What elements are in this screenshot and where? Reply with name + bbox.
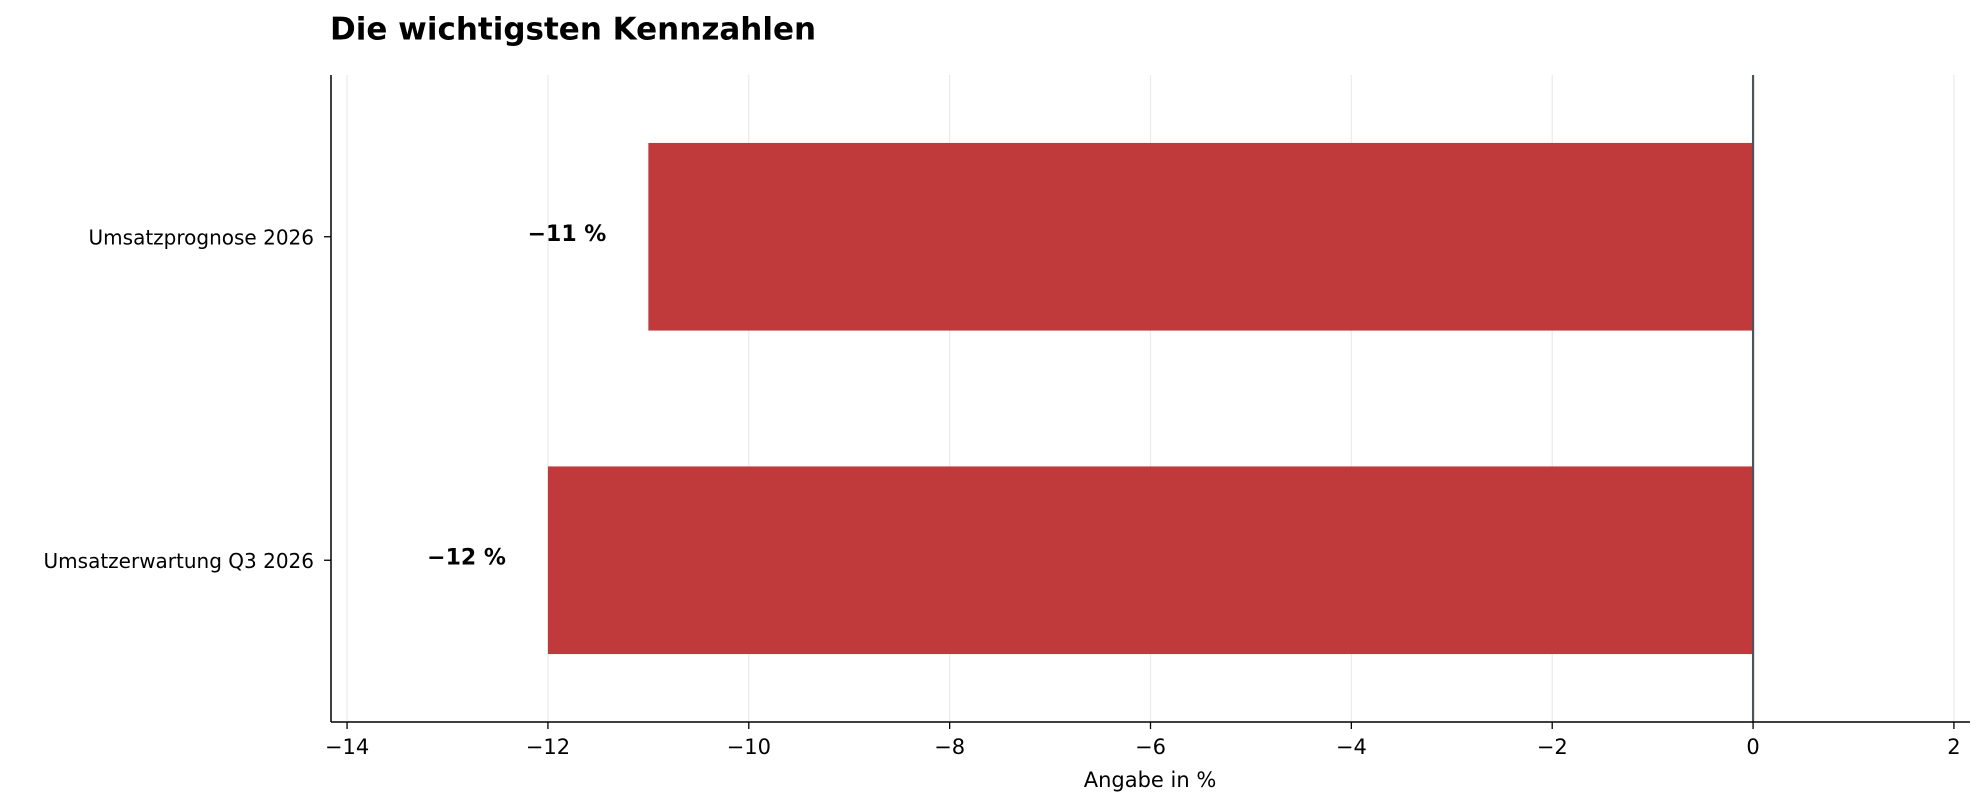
y-tick-label: Umsatzprognose 2026	[89, 225, 314, 249]
bar	[648, 142, 1754, 331]
value-label: −12 %	[427, 545, 506, 570]
bar	[547, 466, 1754, 655]
chart-title: Die wichtigsten Kennzahlen	[330, 12, 816, 48]
y-tick-label: Umsatzerwartung Q3 2026	[44, 549, 314, 573]
x-tick-label: −10	[727, 735, 771, 759]
value-label: −11 %	[528, 222, 607, 247]
x-axis-label: Angabe in %	[1084, 768, 1217, 792]
x-tick-label: −2	[1537, 735, 1568, 759]
x-tick-label: 2	[1947, 735, 1960, 759]
x-tick-label: −8	[934, 735, 965, 759]
x-tick-label: −4	[1336, 735, 1367, 759]
x-tick-label: −6	[1135, 735, 1166, 759]
x-tick-label: −12	[526, 735, 570, 759]
x-tick-label: 0	[1746, 735, 1759, 759]
x-tick-label: −14	[325, 735, 369, 759]
